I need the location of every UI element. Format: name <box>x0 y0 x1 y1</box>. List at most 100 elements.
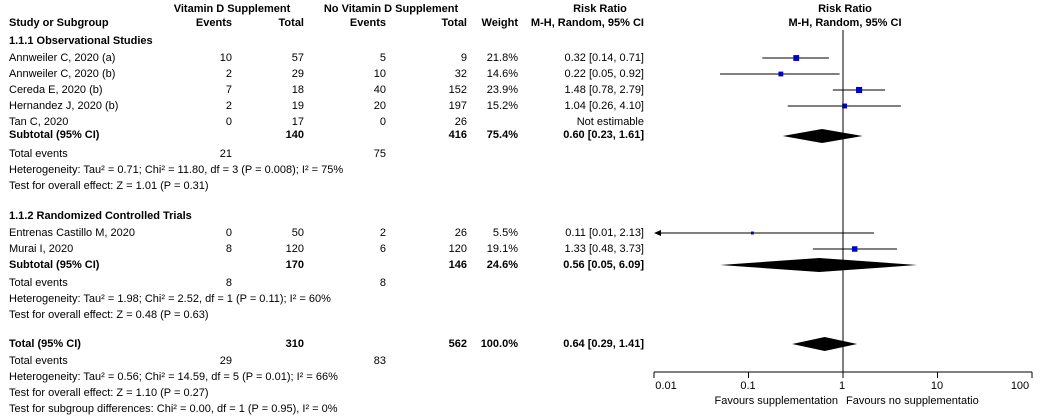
study-name: Hernandez J, 2020 (b) <box>9 100 119 112</box>
total-label: Total (95% CI) <box>9 338 81 350</box>
grand-total-ci: 0.64 [0.29, 1.41] <box>563 338 644 350</box>
point-estimate <box>851 246 858 252</box>
total1: 17 <box>291 116 304 128</box>
risk-ratio-ci: 1.33 [0.48, 3.73] <box>564 243 644 255</box>
study-name: Cereda E, 2020 (b) <box>9 84 103 96</box>
overall-effect-text: Test for overall effect: Z = 1.10 (P = 0… <box>9 387 209 399</box>
point-estimate <box>750 231 754 235</box>
axis-tick-label: 0.1 <box>740 380 756 392</box>
risk-ratio-ci: 1.48 [0.78, 2.79] <box>564 84 644 96</box>
group1-header: Vitamin D Supplement <box>173 3 291 15</box>
subtotal-total1: 140 <box>285 129 304 141</box>
subtotal-label: Subtotal (95% CI) <box>9 129 100 141</box>
total-events1: 8 <box>225 277 232 289</box>
risk-ratio-ci: 0.11 [0.01, 2.13] <box>565 227 644 239</box>
total-events2: 83 <box>373 355 386 367</box>
subtotal-total1: 170 <box>285 259 304 271</box>
subtotal-total2: 416 <box>448 129 467 141</box>
plot-method-header: M-H, Random, 95% CI <box>788 17 902 29</box>
study-name: Tan C, 2020 <box>9 116 69 128</box>
heterogeneity-text: Heterogeneity: Tau² = 0.56; Chi² = 14.59… <box>9 371 338 383</box>
total1: 57 <box>291 52 304 64</box>
events2: 0 <box>379 116 386 128</box>
events1: 7 <box>225 84 232 96</box>
axis-tick-label: 10 <box>930 380 944 392</box>
events2: 6 <box>379 243 386 255</box>
summary-diamond <box>782 129 863 143</box>
study-name: Entrenas Castillo M, 2020 <box>9 227 135 239</box>
total-events1: 21 <box>219 148 232 160</box>
total-events1: 29 <box>219 355 232 367</box>
risk-ratio-ci: 1.04 [0.26, 4.10] <box>564 100 644 112</box>
total1: 29 <box>291 68 304 80</box>
ci-arrow <box>654 230 661 236</box>
rr-title: Risk Ratio <box>573 3 627 15</box>
risk-ratio-ci: Not estimable <box>576 116 644 128</box>
study-name: Annweiler C, 2020 (b) <box>9 68 116 80</box>
total2: 9 <box>460 52 467 64</box>
total2: 197 <box>448 100 467 112</box>
heterogeneity-text: Heterogeneity: Tau² = 0.71; Chi² = 11.80… <box>9 164 344 176</box>
events2: 20 <box>373 100 386 112</box>
study-col-header: Study or Subgroup <box>9 17 109 29</box>
axis-tick-label: 0.01 <box>655 380 677 392</box>
rr-method-header: M-H, Random, 95% CI <box>530 17 644 29</box>
grand-total2: 562 <box>448 338 467 350</box>
favours-left-label: Favours supplementation <box>714 395 838 407</box>
group2-header: No Vitamin D Supplement <box>323 3 459 15</box>
point-estimate <box>842 103 848 109</box>
axis-tick-label: 100 <box>1010 380 1030 392</box>
subgroup-title: 1.1.1 Observational Studies <box>9 35 153 47</box>
subgroup-title: 1.1.2 Randomized Controlled Trials <box>9 210 192 222</box>
events1: 10 <box>219 52 232 64</box>
overall-effect-text: Test for overall effect: Z = 1.01 (P = 0… <box>9 180 209 192</box>
events1: 8 <box>225 243 232 255</box>
plot-title: Risk Ratio <box>818 3 872 15</box>
total-events2: 75 <box>373 148 386 160</box>
favours-right-label: Favours no supplementatio <box>846 395 979 407</box>
total1: 18 <box>291 84 304 96</box>
subgroup-differences-text: Test for subgroup differences: Chi² = 0.… <box>9 403 338 415</box>
total1: 120 <box>285 243 304 255</box>
events2-col-header: Events <box>349 17 386 29</box>
total2: 26 <box>454 116 467 128</box>
risk-ratio-ci: 0.32 [0.14, 0.71] <box>564 52 644 64</box>
subtotal-weight: 75.4% <box>486 129 518 141</box>
subtotal-weight: 24.6% <box>486 259 518 271</box>
events1: 0 <box>225 227 232 239</box>
total1: 50 <box>291 227 304 239</box>
total1-col-header: Total <box>278 17 304 29</box>
study-name: Annweiler C, 2020 (a) <box>9 52 116 64</box>
heterogeneity-text: Heterogeneity: Tau² = 1.98; Chi² = 2.52,… <box>9 293 331 305</box>
subtotal-total2: 146 <box>448 259 467 271</box>
point-estimate <box>778 71 784 77</box>
point-estimate <box>856 86 863 94</box>
weight-col-header: Weight <box>481 17 518 29</box>
events1: 0 <box>225 116 232 128</box>
grand-total-weight: 100.0% <box>480 338 518 350</box>
events1-col-header: Events <box>195 17 232 29</box>
events2: 10 <box>373 68 386 80</box>
events2: 40 <box>373 84 386 96</box>
overall-effect-text: Test for overall effect: Z = 0.48 (P = 0… <box>9 309 209 321</box>
total2: 26 <box>454 227 467 239</box>
subtotal-ci: 0.56 [0.05, 6.09] <box>563 259 644 271</box>
events2: 2 <box>379 227 386 239</box>
risk-ratio-ci: 0.22 [0.05, 0.92] <box>564 68 644 80</box>
weight: 21.8% <box>486 52 518 64</box>
axis-tick-label: 1 <box>838 380 846 392</box>
summary-diamond <box>792 337 858 351</box>
study-name: Murai I, 2020 <box>9 243 74 255</box>
total2-col-header: Total <box>441 17 467 29</box>
events1: 2 <box>225 100 232 112</box>
summary-diamond <box>720 258 918 272</box>
subtotal-label: Subtotal (95% CI) <box>9 259 100 271</box>
point-estimate <box>793 55 800 61</box>
total-events2: 8 <box>379 277 386 289</box>
weight: 5.5% <box>492 227 518 239</box>
total2: 152 <box>448 84 467 96</box>
total2: 32 <box>454 68 467 80</box>
weight: 15.2% <box>486 100 518 112</box>
total-events-label: Total events <box>9 355 68 367</box>
